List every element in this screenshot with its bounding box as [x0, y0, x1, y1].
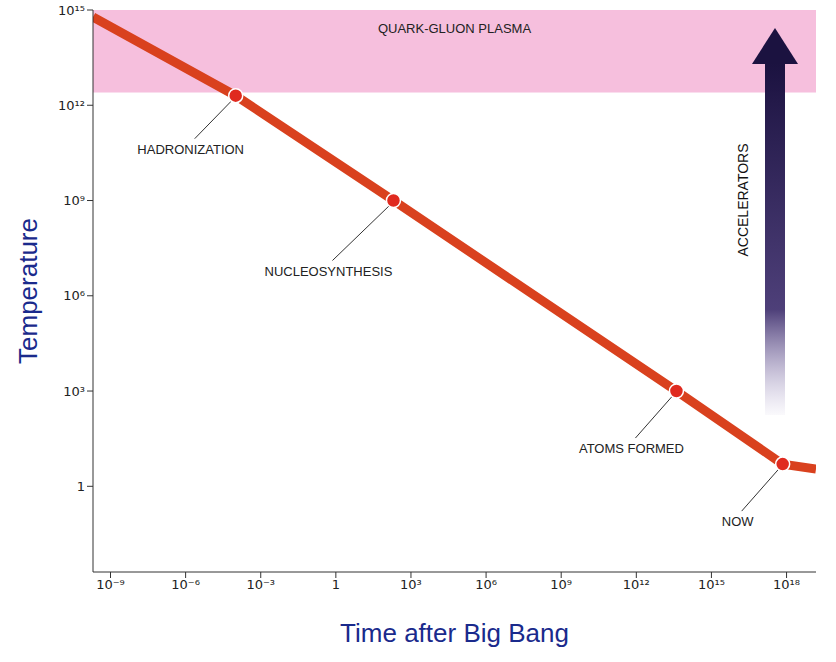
svg-text:10⁶: 10⁶: [475, 577, 497, 592]
svg-text:10¹²: 10¹²: [58, 98, 85, 113]
svg-text:ACCELERATORS: ACCELERATORS: [735, 143, 751, 256]
svg-text:10⁶: 10⁶: [63, 288, 85, 303]
svg-text:10¹²: 10¹²: [623, 577, 650, 592]
svg-text:10¹⁵: 10¹⁵: [698, 577, 725, 592]
svg-text:10⁹: 10⁹: [63, 193, 85, 208]
svg-text:Time after Big Bang: Time after Big Bang: [340, 618, 569, 648]
svg-text:HADRONIZATION: HADRONIZATION: [137, 142, 244, 157]
svg-text:NOW: NOW: [722, 514, 755, 529]
svg-text:10³: 10³: [63, 384, 85, 399]
svg-text:NUCLEOSYNTHESIS: NUCLEOSYNTHESIS: [265, 264, 393, 279]
svg-text:Temperature: Temperature: [13, 218, 43, 364]
svg-text:10⁹: 10⁹: [550, 577, 572, 592]
svg-text:QUARK-GLUON PLASMA: QUARK-GLUON PLASMA: [378, 21, 531, 36]
svg-text:1: 1: [77, 479, 85, 494]
svg-text:10⁻³: 10⁻³: [246, 577, 275, 592]
svg-text:10⁻⁶: 10⁻⁶: [171, 577, 200, 592]
svg-text:10⁻⁹: 10⁻⁹: [96, 577, 125, 592]
svg-text:1: 1: [332, 577, 340, 592]
svg-text:10¹⁵: 10¹⁵: [58, 3, 85, 18]
svg-text:10³: 10³: [400, 577, 422, 592]
svg-text:ATOMS FORMED: ATOMS FORMED: [579, 441, 684, 456]
svg-text:10¹⁸: 10¹⁸: [773, 577, 800, 592]
